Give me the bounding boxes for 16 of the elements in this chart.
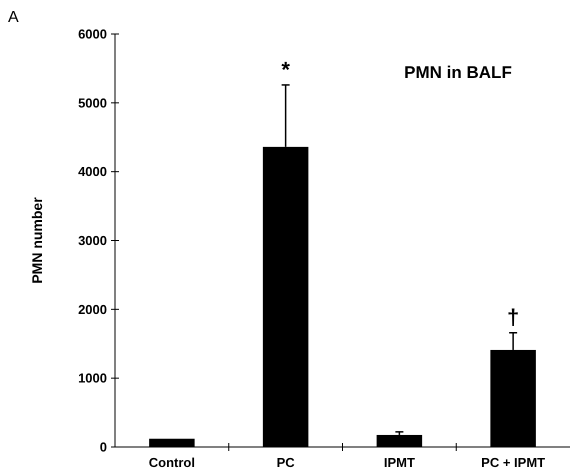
x-tick-label: Control <box>148 455 195 470</box>
annotation: † <box>507 304 520 330</box>
y-tick-label: 6000 <box>78 26 107 42</box>
y-tick-label: 5000 <box>78 95 107 110</box>
y-tick-label: 1000 <box>78 370 107 386</box>
y-tick-label: 0 <box>100 440 107 455</box>
x-tick-label: IPMT <box>384 455 415 470</box>
annotation: * <box>281 56 290 82</box>
y-tick-label: 4000 <box>78 164 107 180</box>
text: A <box>8 9 19 26</box>
y-axis-title: PMN number <box>29 196 45 284</box>
x-tick-label: PC <box>276 455 296 470</box>
x-tick-label: PC + IPMT <box>481 455 546 470</box>
y-tick-label: 2000 <box>78 302 107 317</box>
text: PMN in BALF <box>404 63 512 82</box>
y-tick-label: 3000 <box>78 233 107 248</box>
